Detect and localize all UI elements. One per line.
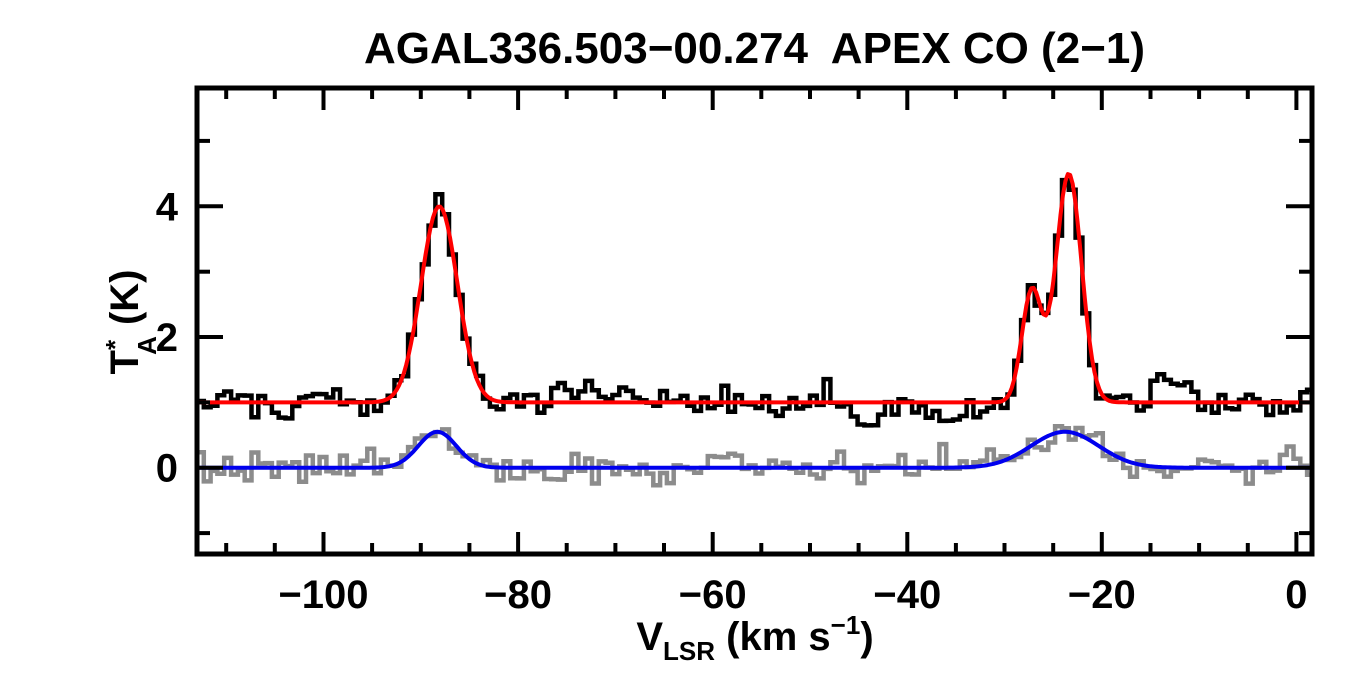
spectra-layer (197, 172, 1312, 488)
y-tick-label: 0 (156, 447, 178, 491)
x-tick-label: 0 (1285, 573, 1307, 617)
ticks-layer (197, 88, 1312, 554)
observed-spectrum (197, 177, 1312, 428)
x-tick-label: −80 (484, 573, 552, 617)
y-tick-label: 2 (156, 316, 178, 360)
x-tick-label: −60 (679, 573, 747, 617)
x-tick-label: −40 (873, 573, 941, 617)
gaussian-fit-reference (197, 429, 1312, 470)
x-axis-label: VLSR (km s−1) (636, 610, 873, 666)
plot-title: AGAL336.503−00.274 APEX CO (2−1) (364, 24, 1145, 73)
plot-frame (194, 85, 1315, 557)
y-tick-label: 4 (156, 185, 179, 229)
x-tick-label: −100 (278, 573, 368, 617)
y-axis-label: T*A (K) (100, 270, 162, 375)
reference-spectrum (197, 423, 1312, 488)
gaussian-fit-observed (197, 172, 1312, 405)
x-tick-label: −20 (1068, 573, 1136, 617)
